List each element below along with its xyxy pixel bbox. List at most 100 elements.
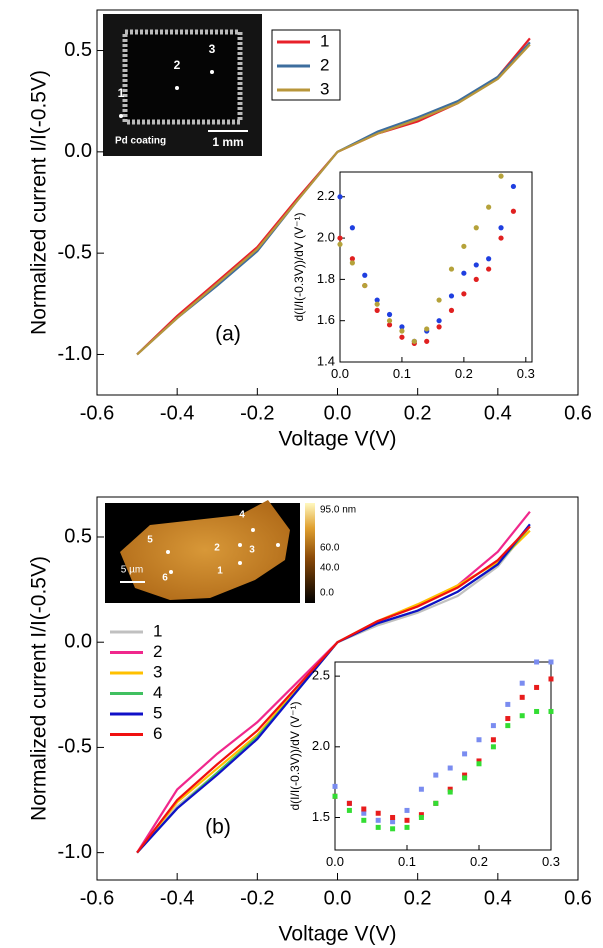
data-point — [433, 800, 439, 806]
data-point — [476, 758, 482, 764]
sample — [122, 29, 243, 125]
panel-label: (a) — [215, 323, 241, 346]
x-tick-label: 0.2 — [455, 366, 473, 381]
legend-label: 1 — [153, 621, 162, 640]
data-point — [448, 307, 455, 313]
legend-label: 3 — [153, 662, 162, 681]
marker-dot — [238, 543, 242, 547]
marker-dot — [251, 528, 255, 532]
data-point — [461, 243, 467, 249]
y-axis-label: d(I/I(-0.3V))/dV (V⁻¹) — [292, 212, 306, 321]
data-point — [349, 225, 355, 231]
plot-frame — [334, 661, 552, 851]
x-tick-label: 0.1 — [398, 854, 416, 869]
marker-dot — [175, 86, 179, 90]
y-tick-label: 2.2 — [317, 188, 335, 203]
marker-dot — [169, 570, 173, 574]
data-point — [404, 817, 410, 823]
data-point — [386, 322, 393, 328]
data-point — [337, 241, 343, 247]
data-point — [490, 723, 496, 729]
data-point — [447, 786, 453, 792]
data-point — [534, 684, 540, 690]
legend-label: 1 — [320, 31, 329, 50]
data-point — [548, 708, 554, 714]
x-tick-label: 0.3 — [517, 366, 535, 381]
data-point — [362, 282, 368, 289]
y-tick-label: 1.8 — [317, 271, 335, 286]
y-tick-label: -0.5 — [58, 241, 92, 263]
marker-dot — [119, 114, 123, 118]
y-axis-label: d(I/I(-0.3V))/dV (V⁻¹) — [288, 701, 302, 810]
data-point — [519, 694, 525, 700]
x-tick-label: -0.6 — [80, 402, 114, 424]
data-point — [436, 324, 442, 330]
x-tick-label: 0.0 — [331, 366, 349, 381]
x-tick-label: 0.4 — [484, 887, 512, 909]
x-tick-label: 0.6 — [564, 402, 592, 424]
point-label: 1 — [118, 86, 125, 100]
y-tick-label: 1.5 — [312, 809, 330, 824]
data-point — [510, 208, 517, 214]
data-point — [361, 817, 367, 823]
point-label: 1 — [217, 566, 223, 577]
photo-caption: Pd coating — [115, 136, 166, 147]
data-point — [374, 307, 380, 313]
marker-dot — [238, 561, 242, 565]
marker-dot — [166, 550, 170, 554]
data-point — [534, 659, 540, 665]
data-point — [424, 338, 430, 344]
scale-label: 5 µm — [121, 565, 143, 576]
y-tick-label: 1.4 — [317, 353, 335, 368]
x-tick-label: 0.2 — [404, 887, 432, 909]
data-point — [461, 270, 467, 276]
data-point — [332, 783, 338, 789]
y-tick-label: 2.0 — [317, 230, 335, 245]
data-point — [462, 775, 468, 781]
data-point — [418, 812, 424, 818]
marker-dot — [276, 543, 280, 547]
data-point — [548, 659, 554, 665]
data-point — [486, 266, 492, 272]
data-point — [448, 293, 455, 299]
data-point — [337, 194, 343, 200]
colorbar-label: 40.0 — [320, 563, 340, 574]
data-point — [404, 824, 410, 830]
data-point — [418, 786, 424, 792]
data-point — [473, 276, 479, 282]
data-point — [404, 807, 410, 813]
data-point — [534, 708, 540, 714]
data-point — [462, 772, 468, 778]
colorbar-label: 0.0 — [320, 588, 334, 599]
data-point — [476, 761, 482, 767]
data-point — [346, 807, 352, 813]
y-tick-label: 2.5 — [312, 668, 330, 683]
data-point — [490, 737, 496, 743]
data-point — [399, 328, 405, 334]
data-point — [346, 800, 352, 806]
y-tick-label: -1.0 — [58, 343, 92, 365]
data-point — [411, 338, 417, 344]
x-tick-label: 0.4 — [484, 402, 512, 424]
x-tick-label: 0.1 — [393, 366, 411, 381]
data-point — [386, 311, 393, 318]
y-axis-label: Normalized current I/I(-0.5V) — [28, 556, 51, 821]
data-point — [390, 826, 396, 832]
legend-label: 6 — [153, 724, 162, 743]
y-tick-label: -0.5 — [58, 736, 92, 758]
point-label: 3 — [249, 545, 255, 556]
x-tick-label: 0.2 — [470, 854, 488, 869]
data-point — [498, 235, 504, 241]
data-point — [498, 225, 504, 231]
y-tick-label: -1.0 — [58, 841, 92, 863]
point-label: 5 — [147, 535, 153, 546]
data-point — [374, 301, 380, 307]
legend-label: 2 — [320, 55, 329, 74]
y-tick-label: 2.0 — [312, 738, 330, 753]
data-point — [386, 318, 393, 324]
data-point — [486, 256, 492, 262]
colorbar — [305, 503, 315, 603]
data-point — [375, 817, 381, 823]
x-axis-label: Voltage V(V) — [279, 428, 397, 451]
x-tick-label: 0.0 — [324, 402, 352, 424]
